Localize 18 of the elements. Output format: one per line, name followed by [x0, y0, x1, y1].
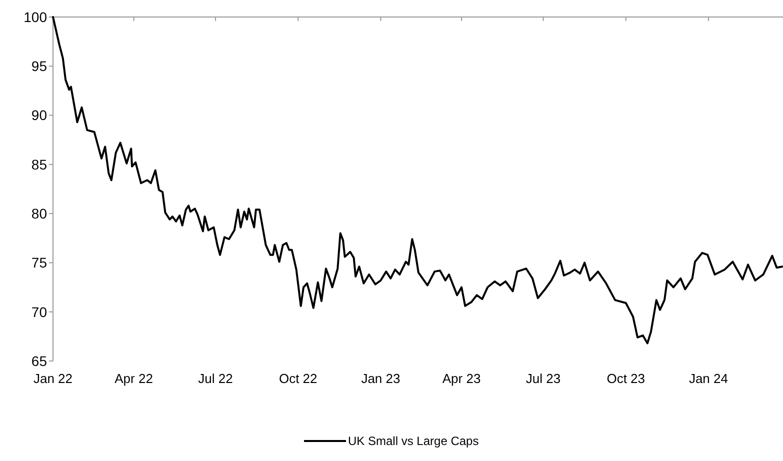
x-tick-label: Jul 22 — [198, 371, 233, 386]
x-tick-label: Apr 22 — [114, 371, 153, 386]
y-tick-label: 95 — [31, 58, 48, 74]
y-tick-label: 80 — [31, 205, 48, 222]
y-tick-label: 85 — [31, 156, 48, 172]
x-tick-label: Jan 24 — [688, 371, 728, 386]
y-tick-label: 90 — [31, 107, 48, 124]
y-tick-label: 70 — [31, 304, 48, 320]
y-tick-label: 75 — [31, 254, 48, 271]
x-tick-label: Jan 22 — [33, 371, 73, 386]
x-tick-label: Oct 22 — [278, 371, 318, 386]
legend-label: UK Small vs Large Caps — [348, 434, 479, 448]
x-tick-label: Jul 23 — [526, 371, 561, 386]
x-tick-label: Jan 23 — [361, 371, 400, 386]
y-tick-label: 65 — [31, 352, 48, 369]
x-tick-label: Apr 23 — [442, 371, 481, 386]
x-tick-label: Oct 23 — [606, 371, 646, 386]
y-tick-label: 100 — [24, 8, 48, 25]
